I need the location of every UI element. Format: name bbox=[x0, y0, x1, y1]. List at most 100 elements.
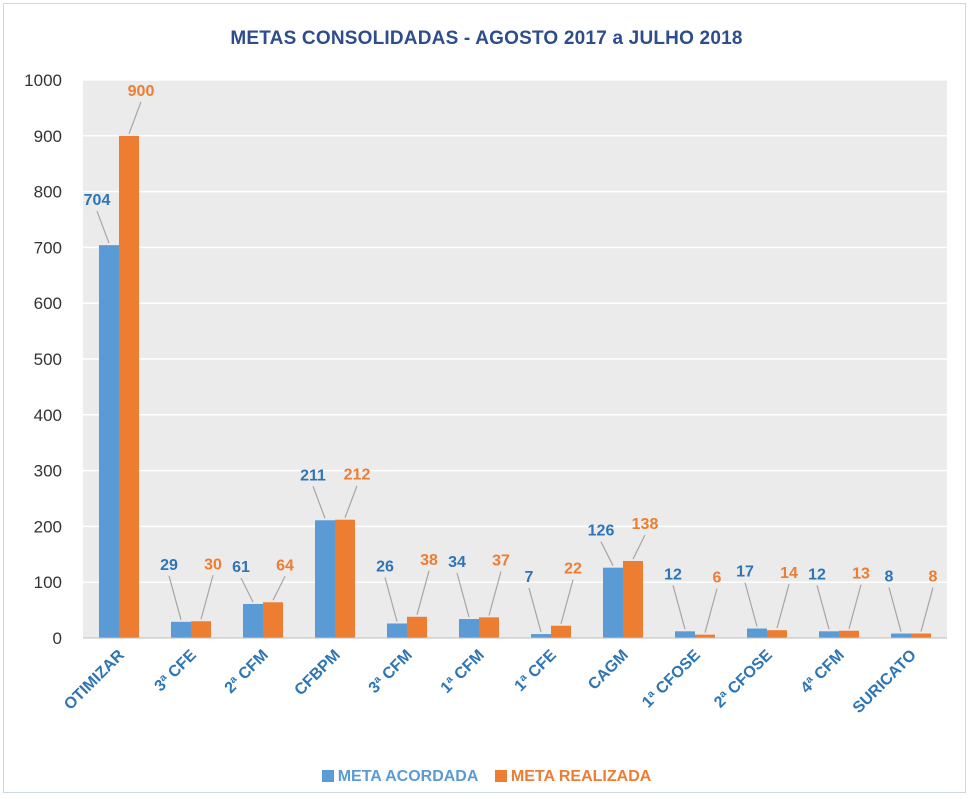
data-label: 26 bbox=[376, 558, 394, 575]
category-label: 1ª CFM bbox=[438, 647, 488, 697]
bar-realizada bbox=[119, 135, 139, 639]
bar-realizada bbox=[191, 621, 211, 638]
category-label: CAGM bbox=[585, 647, 632, 694]
leader-line bbox=[776, 584, 790, 629]
bar-acordada bbox=[819, 631, 839, 638]
leader-line bbox=[200, 575, 214, 620]
category-label: 1ª CFOSE bbox=[639, 647, 704, 712]
bar-realizada bbox=[839, 630, 859, 638]
leader-line bbox=[96, 210, 110, 244]
category-label: OTIMIZAR bbox=[61, 646, 128, 713]
leader-line bbox=[528, 587, 542, 633]
y-tick-label: 1000 bbox=[24, 71, 62, 90]
data-label: 212 bbox=[344, 467, 371, 484]
bar-realizada bbox=[263, 602, 283, 638]
leader-line bbox=[344, 485, 358, 518]
y-tick-label: 400 bbox=[34, 406, 62, 425]
category-label: 2ª CFM bbox=[222, 647, 272, 697]
category-label: 4ª CFM bbox=[798, 647, 848, 697]
data-label: 6 bbox=[713, 570, 722, 587]
leader-line bbox=[384, 577, 398, 622]
bar-realizada bbox=[623, 560, 643, 638]
bar-acordada bbox=[603, 567, 623, 638]
bar-acordada bbox=[531, 634, 551, 638]
leader-line bbox=[488, 571, 502, 616]
bar-acordada bbox=[747, 628, 767, 638]
y-tick-label: 900 bbox=[34, 127, 62, 146]
legend-label-meta-acordada: META ACORDADA bbox=[337, 768, 479, 785]
data-label: 22 bbox=[564, 561, 582, 578]
leader-line bbox=[240, 577, 254, 603]
category-label: 3ª CFM bbox=[366, 647, 416, 697]
leader-line bbox=[416, 570, 430, 615]
y-tick-label: 600 bbox=[34, 294, 62, 313]
data-label: 126 bbox=[588, 523, 615, 540]
data-label: 138 bbox=[632, 516, 659, 533]
leader-line bbox=[128, 101, 142, 135]
y-tick-label: 300 bbox=[34, 462, 62, 481]
category-label: 3ª CFE bbox=[152, 647, 201, 696]
data-label: 211 bbox=[300, 467, 326, 484]
y-tick-label: 500 bbox=[34, 350, 62, 369]
y-tick-label: 700 bbox=[34, 238, 62, 257]
y-tick-label: 800 bbox=[34, 183, 62, 202]
leader-line bbox=[600, 541, 614, 566]
data-label: 37 bbox=[492, 552, 510, 569]
category-label: 1ª CFE bbox=[512, 647, 561, 696]
bar-acordada bbox=[891, 633, 911, 638]
bar-realizada bbox=[767, 630, 787, 638]
data-label: 61 bbox=[232, 559, 250, 576]
leader-line bbox=[920, 587, 934, 632]
leader-line bbox=[632, 534, 646, 560]
chart-legend: META ACORDADA META REALIZADA bbox=[0, 768, 973, 786]
bar-acordada bbox=[99, 245, 119, 638]
data-label: 8 bbox=[885, 569, 894, 586]
legend-swatch-meta-realizada bbox=[494, 770, 507, 782]
leader-line bbox=[456, 572, 470, 618]
data-label: 704 bbox=[84, 192, 111, 209]
data-label: 38 bbox=[420, 552, 438, 569]
data-label: 13 bbox=[852, 566, 870, 583]
leader-line bbox=[848, 584, 862, 629]
data-label: 14 bbox=[780, 565, 798, 582]
data-label: 8 bbox=[929, 569, 938, 586]
bar-acordada bbox=[315, 520, 335, 638]
chart-title: METAS CONSOLIDADAS - AGOSTO 2017 a JULHO… bbox=[230, 28, 743, 49]
data-label: 7 bbox=[525, 569, 534, 586]
leader-line bbox=[168, 575, 182, 620]
leader-line bbox=[816, 585, 830, 630]
category-label: 2ª CFOSE bbox=[711, 647, 776, 712]
data-label: 12 bbox=[808, 566, 826, 583]
leader-line bbox=[560, 579, 574, 624]
leader-line bbox=[272, 576, 286, 601]
y-tick-label: 0 bbox=[53, 629, 62, 648]
category-label: CFBPM bbox=[292, 647, 344, 699]
leader-line bbox=[704, 588, 718, 633]
bar-acordada bbox=[459, 619, 479, 638]
bar-realizada bbox=[695, 634, 715, 638]
legend-item-meta-acordada: META ACORDADA bbox=[321, 768, 479, 786]
data-label: 34 bbox=[448, 554, 466, 571]
data-label: 30 bbox=[204, 556, 222, 573]
leader-line bbox=[312, 486, 326, 519]
legend-item-meta-realizada: META REALIZADA bbox=[494, 768, 652, 786]
y-tick-label: 100 bbox=[34, 573, 62, 592]
bar-acordada bbox=[387, 623, 407, 638]
leader-line bbox=[672, 585, 686, 630]
bar-realizada bbox=[407, 616, 427, 638]
leader-line bbox=[744, 582, 758, 627]
data-label: 900 bbox=[128, 83, 155, 100]
leader-line bbox=[888, 587, 902, 632]
data-label: 29 bbox=[160, 557, 178, 574]
legend-swatch-meta-acordada bbox=[321, 770, 334, 782]
bar-realizada bbox=[335, 519, 355, 638]
bar-realizada bbox=[551, 625, 571, 638]
bar-acordada bbox=[243, 603, 263, 638]
category-label: SURICATO bbox=[850, 647, 920, 717]
bar-acordada bbox=[171, 621, 191, 638]
legend-label-meta-realizada: META REALIZADA bbox=[510, 768, 652, 785]
data-label: 12 bbox=[664, 566, 682, 583]
bar-realizada bbox=[911, 633, 931, 638]
data-label: 64 bbox=[276, 557, 294, 574]
